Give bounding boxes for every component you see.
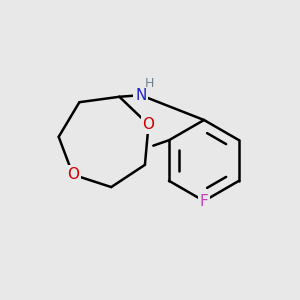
Text: N: N	[135, 88, 147, 103]
Text: O: O	[142, 117, 154, 132]
Text: F: F	[200, 194, 208, 208]
Text: O: O	[67, 167, 79, 182]
Text: H: H	[145, 77, 154, 90]
